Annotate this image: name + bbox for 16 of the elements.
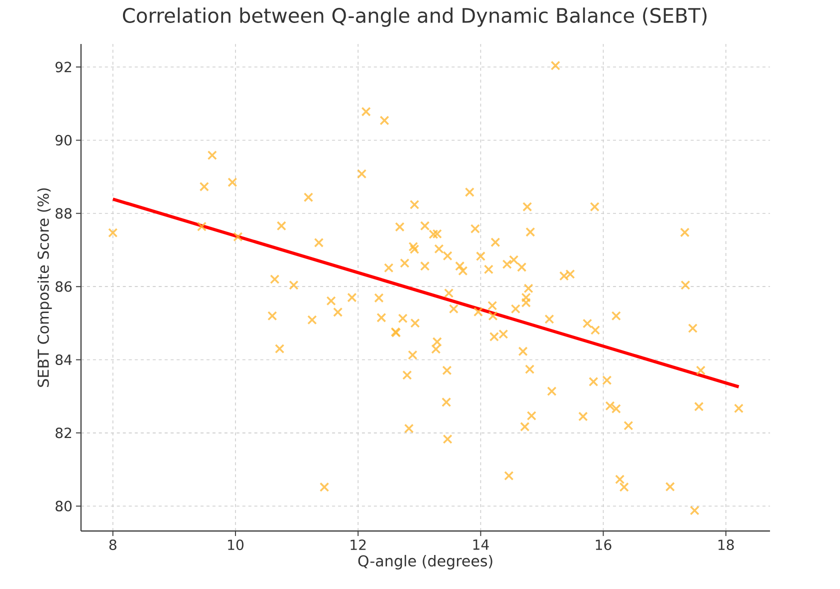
y-tick-label: 86 [56,281,72,292]
x-tick-label: 14 [473,540,489,550]
y-tick-label: 84 [56,354,72,366]
x-tick-label: 12 [350,540,366,550]
y-axis-title: SEBT Composite Score (%) [37,188,52,387]
x-tick-label: 10 [228,540,244,550]
x-tick-label: 8 [109,540,116,550]
y-tick-label: 82 [56,428,72,438]
chart-title: Correlation between Q-angle and Dynamic Balance (SEBT) [122,8,707,27]
y-tick-label: 90 [56,134,72,146]
y-tick-label: 88 [56,208,72,219]
x-tick-label: 16 [596,540,612,550]
x-tick-label: 18 [718,540,734,550]
x-axis-title: Q-angle (degrees) [358,554,492,570]
y-tick-label: 92 [56,62,72,72]
y-tick-label: 80 [56,500,72,512]
